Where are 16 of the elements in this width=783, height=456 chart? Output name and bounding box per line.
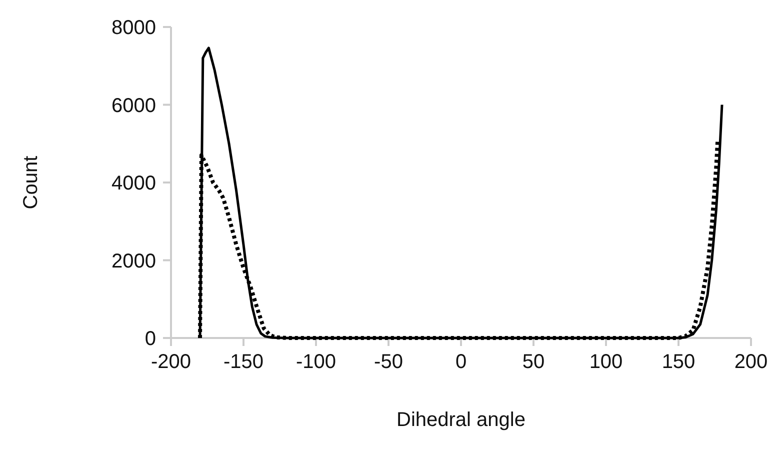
y-tick-label: 6000	[112, 94, 156, 117]
x-tick-label: 200	[734, 351, 768, 373]
x-tick-label: -200	[150, 351, 192, 373]
y-tick-label: 0	[144, 328, 156, 350]
x-tick-label: -150	[223, 351, 264, 373]
x-axis-title: Dihedral angle	[396, 409, 526, 431]
y-tick-label: 8000	[112, 17, 156, 39]
x-tick-label: 100	[589, 351, 623, 373]
x-tick-label: 150	[662, 351, 696, 373]
x-tick-label: -50	[374, 351, 403, 373]
y-tick-label: 4000	[112, 172, 156, 194]
x-tick-label: 50	[522, 351, 545, 373]
y-tick-label: 2000	[112, 250, 156, 272]
x-tick-label: -100	[296, 351, 336, 373]
x-tick-label: 0	[455, 351, 467, 373]
y-axis-title: Count	[20, 155, 42, 210]
